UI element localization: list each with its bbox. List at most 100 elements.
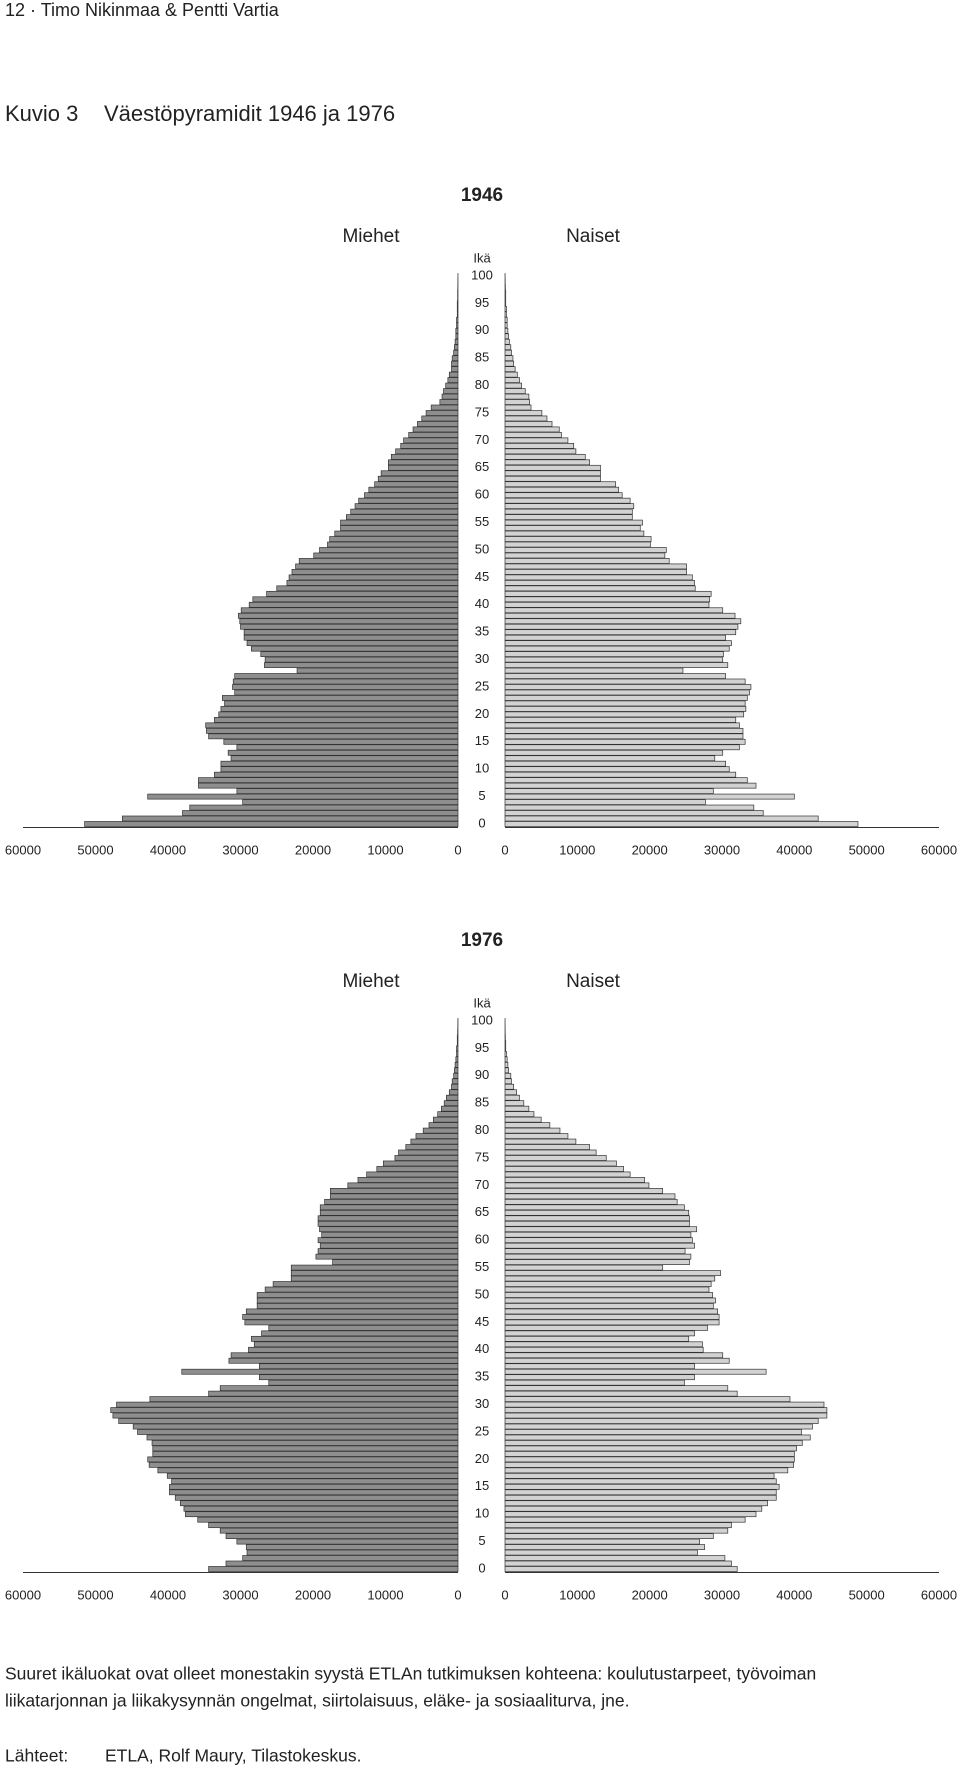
bar xyxy=(504,547,667,553)
bar xyxy=(110,1407,459,1413)
bar xyxy=(504,656,724,663)
bar xyxy=(504,360,515,367)
x-tick-label: 50000 xyxy=(77,1587,113,1602)
bar xyxy=(236,788,459,794)
figure-label: Kuvio 3 xyxy=(5,101,78,126)
bar xyxy=(504,349,512,356)
bar xyxy=(332,1259,459,1265)
bar xyxy=(504,1171,631,1178)
bar xyxy=(456,1051,459,1057)
bar xyxy=(298,558,459,564)
bar xyxy=(246,1549,459,1556)
bar xyxy=(504,377,520,383)
bar xyxy=(208,1522,459,1529)
bar xyxy=(368,486,459,493)
bar xyxy=(317,1237,459,1244)
bar xyxy=(504,443,575,449)
figure-title: Väestöpyramidit 1946 ja 1976 xyxy=(104,101,395,126)
bar xyxy=(220,706,459,712)
x-tick-label: 30000 xyxy=(704,1587,740,1602)
bar xyxy=(504,804,755,811)
bar xyxy=(504,1242,695,1249)
bar xyxy=(504,585,696,592)
bar xyxy=(147,1456,459,1463)
bar xyxy=(504,1100,525,1107)
y-tick-label: 90 xyxy=(475,1067,489,1082)
bar xyxy=(504,410,543,416)
bar xyxy=(112,1412,459,1419)
bar xyxy=(214,771,459,778)
bar xyxy=(248,1346,459,1353)
bar xyxy=(504,492,623,499)
bar xyxy=(504,574,693,581)
bar xyxy=(504,1182,650,1189)
bar xyxy=(504,563,687,570)
bar xyxy=(453,1072,459,1079)
bar xyxy=(456,306,459,312)
bar xyxy=(504,684,752,690)
bar xyxy=(182,810,459,816)
x-tick-label: 30000 xyxy=(222,842,258,857)
bar xyxy=(504,1440,803,1446)
legend-label: Naiset xyxy=(566,971,621,992)
bar xyxy=(319,547,459,553)
bar xyxy=(504,1040,507,1046)
bar xyxy=(446,1094,459,1101)
bar xyxy=(456,316,459,323)
bar xyxy=(504,755,716,762)
bar xyxy=(504,1045,507,1052)
x-tick-label: 20000 xyxy=(632,1587,668,1602)
bar xyxy=(504,733,744,740)
bar xyxy=(504,503,635,510)
bar xyxy=(347,1182,459,1189)
y-tick-label: 80 xyxy=(475,1122,489,1137)
bar xyxy=(504,388,526,394)
bar xyxy=(504,541,651,548)
y-tick-label: 25 xyxy=(475,678,489,693)
bar xyxy=(504,1494,777,1501)
bar xyxy=(504,1275,716,1282)
bar xyxy=(504,464,601,471)
y-axis-label: Ikä xyxy=(473,250,491,265)
bar xyxy=(198,777,459,784)
bar xyxy=(504,1522,732,1529)
bar xyxy=(268,1325,459,1331)
bar xyxy=(504,1418,819,1424)
y-tick-label: 20 xyxy=(475,1451,489,1466)
y-tick-label: 55 xyxy=(475,514,489,529)
bar xyxy=(504,1166,624,1172)
bar xyxy=(456,311,459,318)
bar xyxy=(504,1407,828,1413)
bar xyxy=(448,1089,459,1096)
bar xyxy=(456,300,459,307)
bar xyxy=(268,1379,459,1386)
bar xyxy=(340,519,459,526)
x-tick-label: 0 xyxy=(501,842,508,857)
bar xyxy=(504,1061,509,1068)
bar xyxy=(248,601,459,608)
bar xyxy=(290,1270,459,1276)
y-tick-label: 25 xyxy=(475,1423,489,1438)
bar xyxy=(504,1072,512,1079)
bar xyxy=(504,695,748,701)
bar xyxy=(408,432,459,438)
bar xyxy=(504,1346,704,1353)
bar xyxy=(252,596,459,603)
bar xyxy=(504,749,724,756)
x-tick-label: 20000 xyxy=(632,842,668,857)
x-tick-label: 50000 xyxy=(77,842,113,857)
bar xyxy=(334,530,459,537)
bar xyxy=(504,722,740,729)
bar xyxy=(504,1314,720,1320)
bar xyxy=(445,382,459,389)
bar xyxy=(504,1270,721,1276)
y-tick-label: 0 xyxy=(478,1560,485,1575)
bar xyxy=(504,590,712,597)
x-tick-label: 0 xyxy=(454,1587,461,1602)
y-tick-label: 30 xyxy=(475,651,489,666)
bar xyxy=(291,569,459,575)
bar xyxy=(260,651,459,657)
bar xyxy=(376,1166,459,1172)
bar xyxy=(456,322,459,329)
x-tick-label: 0 xyxy=(454,842,461,857)
